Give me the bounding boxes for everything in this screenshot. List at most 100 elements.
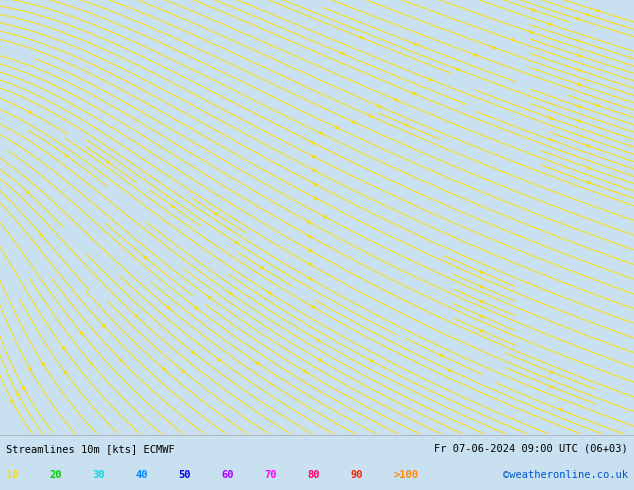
FancyArrowPatch shape bbox=[63, 371, 67, 374]
FancyArrowPatch shape bbox=[551, 385, 553, 388]
FancyArrowPatch shape bbox=[218, 358, 221, 361]
FancyArrowPatch shape bbox=[550, 117, 553, 119]
FancyArrowPatch shape bbox=[597, 104, 600, 107]
FancyArrowPatch shape bbox=[311, 305, 314, 308]
FancyArrowPatch shape bbox=[532, 8, 535, 11]
FancyArrowPatch shape bbox=[559, 408, 562, 411]
Text: 90: 90 bbox=[350, 470, 363, 480]
FancyArrowPatch shape bbox=[336, 126, 339, 129]
FancyArrowPatch shape bbox=[481, 285, 483, 288]
FancyArrowPatch shape bbox=[163, 368, 165, 371]
FancyArrowPatch shape bbox=[62, 346, 65, 350]
FancyArrowPatch shape bbox=[172, 205, 175, 208]
Text: 30: 30 bbox=[93, 470, 105, 480]
FancyArrowPatch shape bbox=[481, 329, 484, 332]
FancyArrowPatch shape bbox=[360, 36, 363, 39]
Text: Fr 07-06-2024 09:00 UTC (06+03): Fr 07-06-2024 09:00 UTC (06+03) bbox=[434, 444, 628, 454]
FancyArrowPatch shape bbox=[145, 256, 148, 259]
FancyArrowPatch shape bbox=[475, 53, 477, 56]
FancyArrowPatch shape bbox=[182, 369, 184, 372]
Text: 10: 10 bbox=[6, 470, 19, 480]
FancyArrowPatch shape bbox=[440, 354, 443, 356]
FancyArrowPatch shape bbox=[167, 306, 170, 309]
FancyArrowPatch shape bbox=[412, 92, 415, 95]
FancyArrowPatch shape bbox=[588, 167, 591, 169]
FancyArrowPatch shape bbox=[320, 132, 322, 134]
FancyArrowPatch shape bbox=[309, 263, 312, 266]
FancyArrowPatch shape bbox=[341, 52, 344, 55]
FancyArrowPatch shape bbox=[268, 292, 271, 294]
FancyArrowPatch shape bbox=[313, 155, 316, 157]
FancyArrowPatch shape bbox=[578, 83, 581, 86]
FancyArrowPatch shape bbox=[588, 145, 590, 147]
FancyArrowPatch shape bbox=[551, 370, 554, 373]
FancyArrowPatch shape bbox=[578, 105, 581, 107]
FancyArrowPatch shape bbox=[550, 138, 553, 141]
FancyArrowPatch shape bbox=[135, 315, 138, 318]
Text: Streamlines 10m [kts] ECMWF: Streamlines 10m [kts] ECMWF bbox=[6, 444, 175, 454]
FancyArrowPatch shape bbox=[493, 46, 496, 49]
FancyArrowPatch shape bbox=[39, 233, 42, 236]
FancyArrowPatch shape bbox=[102, 324, 105, 327]
FancyArrowPatch shape bbox=[395, 98, 398, 101]
FancyArrowPatch shape bbox=[596, 9, 599, 12]
FancyArrowPatch shape bbox=[530, 31, 533, 33]
Text: 20: 20 bbox=[49, 470, 61, 480]
FancyArrowPatch shape bbox=[578, 120, 581, 122]
FancyArrowPatch shape bbox=[215, 212, 218, 215]
FancyArrowPatch shape bbox=[578, 69, 581, 71]
FancyArrowPatch shape bbox=[577, 18, 580, 20]
FancyArrowPatch shape bbox=[313, 169, 316, 171]
FancyArrowPatch shape bbox=[378, 104, 381, 107]
FancyArrowPatch shape bbox=[323, 215, 327, 218]
Text: 80: 80 bbox=[307, 470, 320, 480]
FancyArrowPatch shape bbox=[230, 292, 233, 295]
FancyArrowPatch shape bbox=[42, 363, 44, 366]
FancyArrowPatch shape bbox=[311, 141, 314, 144]
FancyArrowPatch shape bbox=[578, 54, 581, 56]
FancyArrowPatch shape bbox=[209, 296, 212, 299]
FancyArrowPatch shape bbox=[11, 400, 13, 403]
Text: >100: >100 bbox=[393, 470, 418, 480]
FancyArrowPatch shape bbox=[430, 78, 433, 81]
FancyArrowPatch shape bbox=[318, 339, 321, 342]
FancyArrowPatch shape bbox=[29, 368, 31, 371]
FancyArrowPatch shape bbox=[107, 161, 110, 164]
FancyArrowPatch shape bbox=[480, 270, 483, 273]
FancyArrowPatch shape bbox=[370, 115, 373, 117]
Text: 40: 40 bbox=[135, 470, 148, 480]
FancyArrowPatch shape bbox=[26, 191, 29, 194]
Text: 50: 50 bbox=[178, 470, 191, 480]
FancyArrowPatch shape bbox=[192, 351, 195, 354]
FancyArrowPatch shape bbox=[261, 266, 264, 269]
FancyArrowPatch shape bbox=[235, 241, 238, 244]
FancyArrowPatch shape bbox=[588, 181, 591, 184]
FancyArrowPatch shape bbox=[309, 277, 313, 280]
FancyArrowPatch shape bbox=[28, 110, 31, 113]
FancyArrowPatch shape bbox=[256, 362, 259, 365]
Text: ©weatheronline.co.uk: ©weatheronline.co.uk bbox=[503, 470, 628, 480]
FancyArrowPatch shape bbox=[405, 123, 408, 126]
FancyArrowPatch shape bbox=[303, 370, 306, 372]
FancyArrowPatch shape bbox=[578, 39, 580, 42]
FancyArrowPatch shape bbox=[548, 23, 552, 25]
FancyArrowPatch shape bbox=[308, 235, 311, 237]
FancyArrowPatch shape bbox=[307, 220, 311, 223]
FancyArrowPatch shape bbox=[314, 183, 317, 185]
FancyArrowPatch shape bbox=[195, 306, 198, 309]
FancyArrowPatch shape bbox=[353, 121, 356, 123]
FancyArrowPatch shape bbox=[65, 154, 68, 157]
Text: 60: 60 bbox=[221, 470, 234, 480]
Text: 70: 70 bbox=[264, 470, 276, 480]
FancyArrowPatch shape bbox=[370, 359, 373, 362]
FancyArrowPatch shape bbox=[586, 13, 590, 16]
FancyArrowPatch shape bbox=[481, 315, 484, 317]
FancyArrowPatch shape bbox=[119, 359, 122, 362]
FancyArrowPatch shape bbox=[415, 43, 418, 45]
FancyArrowPatch shape bbox=[481, 300, 483, 302]
FancyArrowPatch shape bbox=[314, 197, 318, 199]
FancyArrowPatch shape bbox=[16, 393, 19, 396]
FancyArrowPatch shape bbox=[456, 68, 460, 71]
FancyArrowPatch shape bbox=[80, 332, 83, 335]
FancyArrowPatch shape bbox=[309, 249, 312, 251]
